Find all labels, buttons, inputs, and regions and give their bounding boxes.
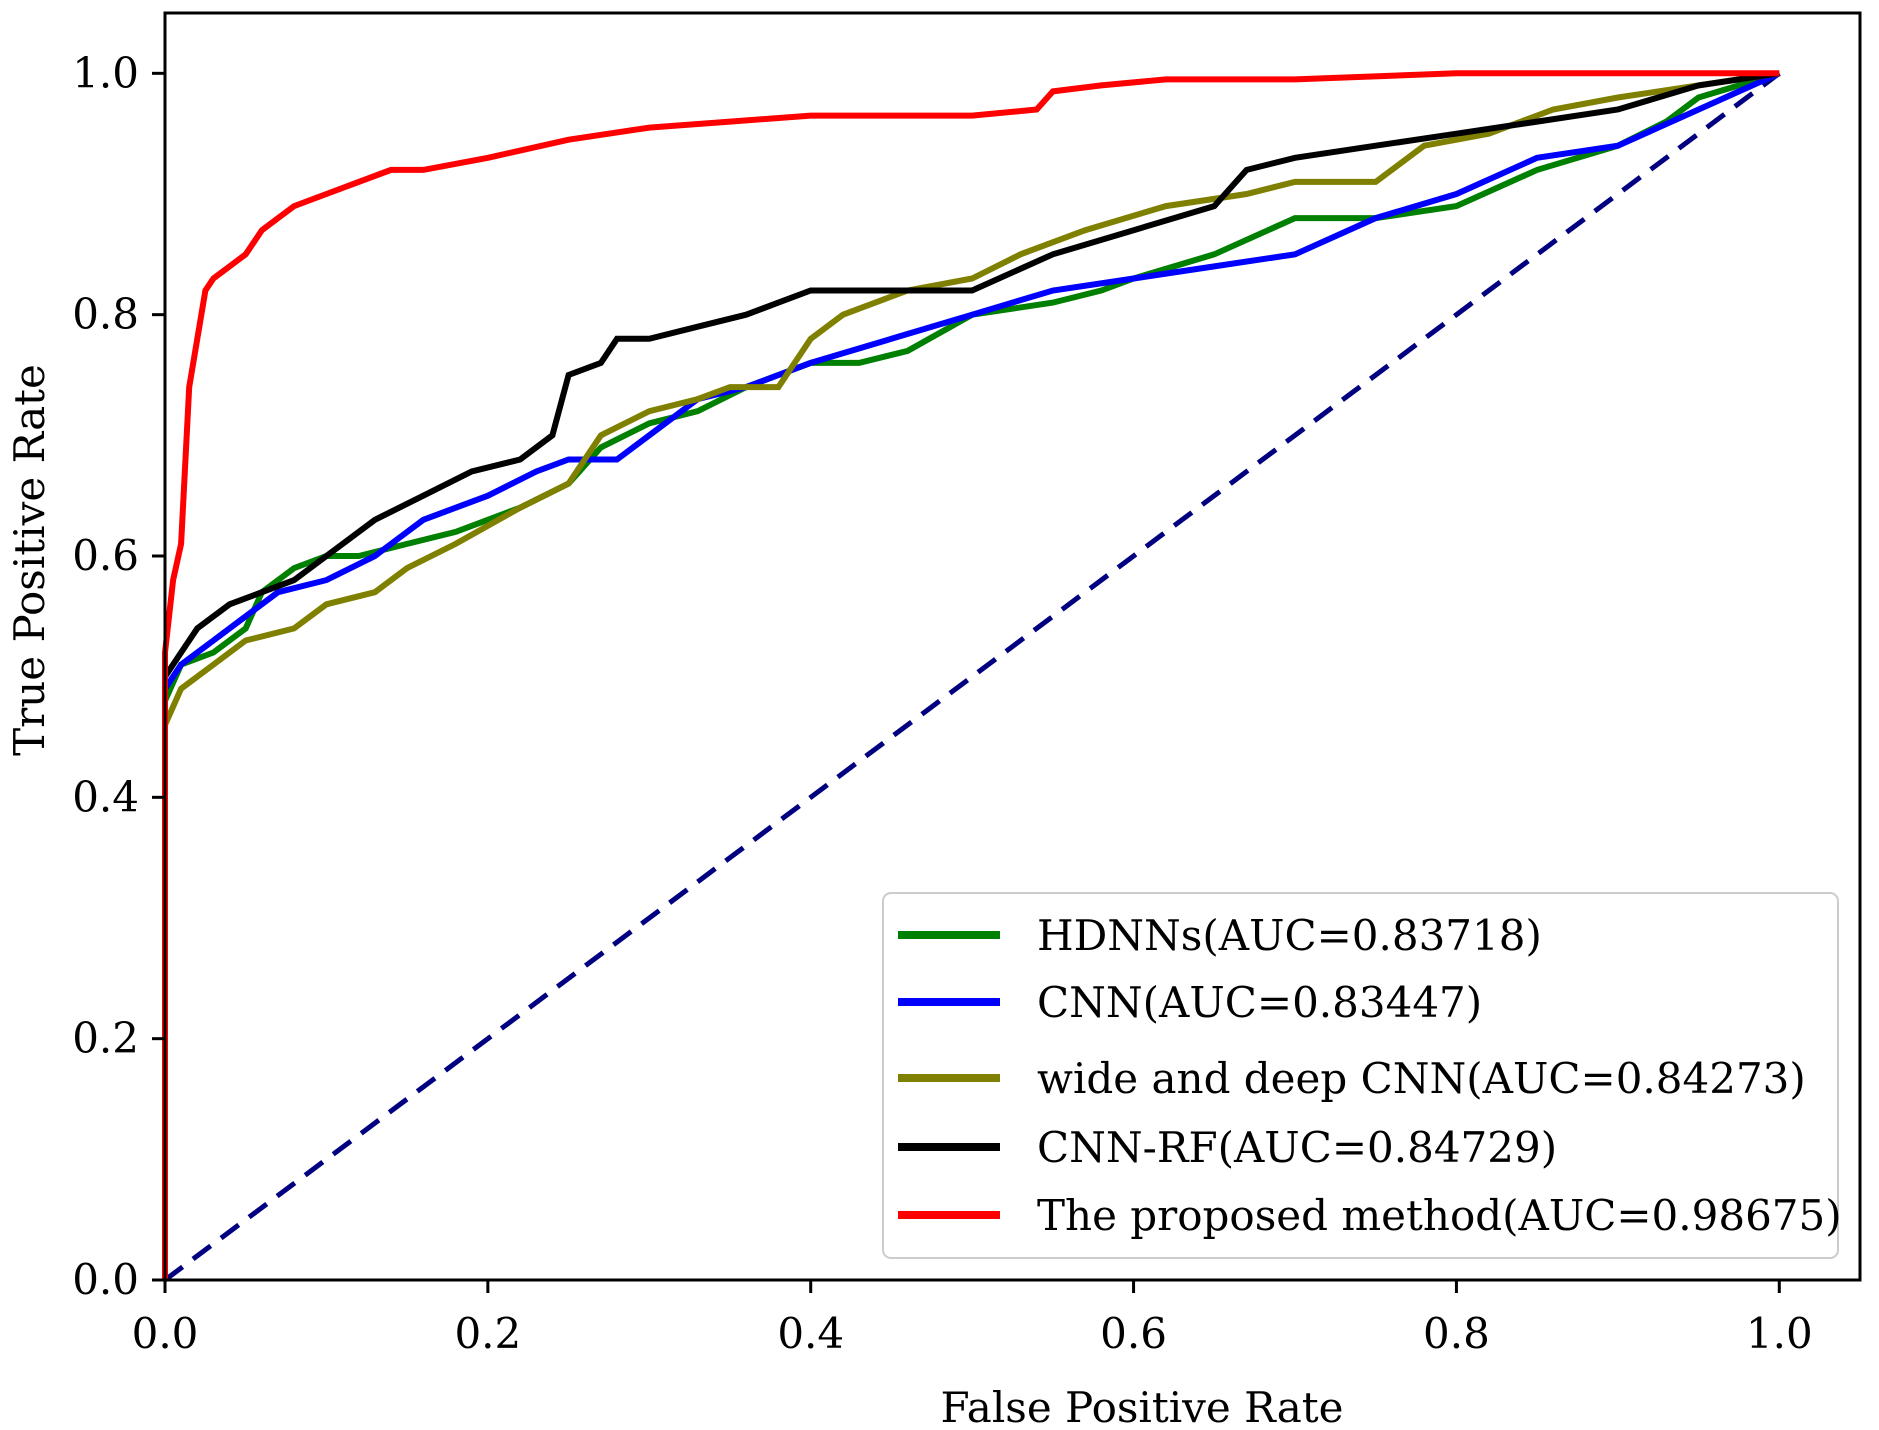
- legend-label-hdnns: HDNNs(AUC=0.83718): [1037, 911, 1542, 960]
- y-tick-label: 0.2: [72, 1014, 139, 1063]
- legend-label-cnn-rf: CNN-RF(AUC=0.84729): [1037, 1123, 1557, 1172]
- x-tick-label: 1.0: [1746, 1309, 1813, 1358]
- series-line-the-proposed-method: [162, 70, 1780, 1280]
- plot-area: [162, 70, 1781, 1283]
- x-tick-label: 0.8: [1423, 1309, 1490, 1358]
- x-tick-label: 0.0: [132, 1309, 199, 1358]
- y-tick-label: 0.8: [72, 290, 139, 339]
- legend-label-proposed-method: The proposed method(AUC=0.98675): [1037, 1191, 1842, 1240]
- y-tick-label: 0.4: [72, 772, 139, 821]
- y-tick-label: 0.0: [72, 1255, 139, 1304]
- series-line-hdnns: [162, 70, 1781, 1280]
- x-tick-label: 0.2: [454, 1309, 521, 1358]
- series-line-cnn-rf: [162, 70, 1780, 1280]
- axes-frame: [163, 11, 1862, 1282]
- x-tick-label: 0.6: [1100, 1309, 1167, 1358]
- ticks: 0.0 0.2 0.4 0.6 0.8 1.0 0.0 0.2 0.4 0.6 0.8 1.0: [72, 48, 1812, 1358]
- x-axis-label: False Positive Rate: [941, 1383, 1344, 1430]
- series-line-wide-and-deep-cnn: [162, 70, 1780, 1280]
- legend-label-cnn: CNN(AUC=0.83447): [1037, 978, 1482, 1027]
- y-tick-label: 0.6: [72, 531, 139, 580]
- legend-label-wide-deep-cnn: wide and deep CNN(AUC=0.84273): [1037, 1054, 1806, 1103]
- y-tick-label: 1.0: [72, 48, 139, 97]
- legend-box: [882, 892, 1839, 1259]
- legend: HDNNs(AUC=0.83718) CNN(AUC=0.83447) wide…: [882, 892, 1842, 1259]
- x-tick-label: 0.4: [777, 1309, 844, 1358]
- y-axis-label: True Positive Rate: [5, 364, 54, 756]
- chance-diagonal-line: [163, 71, 1781, 1283]
